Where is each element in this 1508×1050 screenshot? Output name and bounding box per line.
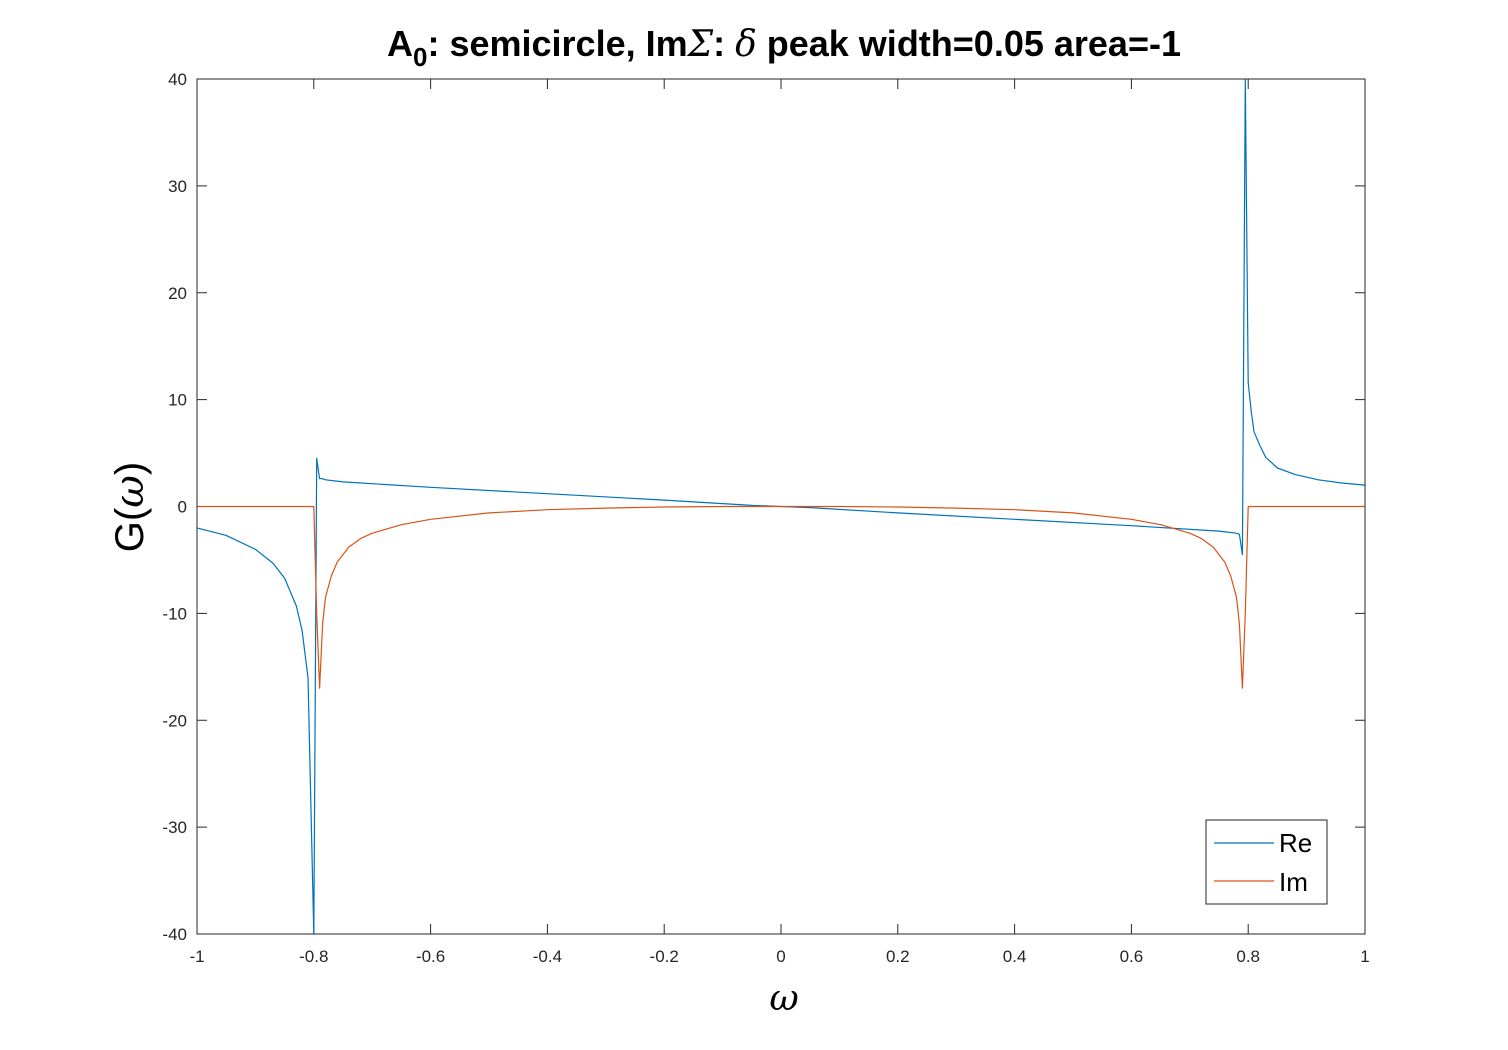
chart-title: A0: semicircle, ImΣ: δ peak width=0.05 a…	[387, 23, 1181, 72]
legend: Re Im	[1205, 819, 1328, 905]
x-tick-label: 0.4	[1003, 947, 1027, 966]
x-tick-label: 0.6	[1120, 947, 1144, 966]
legend-label-re: Re	[1279, 828, 1312, 858]
x-tick-label: -0.8	[299, 947, 328, 966]
x-tick-label: -1	[189, 947, 204, 966]
x-tick-label: -0.4	[533, 947, 562, 966]
y-tick-label: -10	[162, 604, 187, 623]
y-tick-label: 0	[178, 498, 187, 517]
y-tick-label: 20	[168, 284, 187, 303]
x-tick-label: -0.2	[650, 947, 679, 966]
x-tick-label: 1	[1360, 947, 1369, 966]
tick-layer: -1 -0.8 -0.6 -0.4 -0.2 0 0.2 0.4 0.6 0.8 1 -40 -30 -2…	[162, 70, 1369, 966]
x-tick-label: 0.2	[886, 947, 910, 966]
y-tick-label: -30	[162, 818, 187, 837]
y-tick-label: 30	[168, 177, 187, 196]
legend-box	[1205, 819, 1328, 905]
y-tick-label: 40	[168, 70, 187, 89]
y-tick-label: -40	[162, 925, 187, 944]
x-tick-label: 0	[776, 947, 785, 966]
x-tick-label: 0.8	[1236, 947, 1260, 966]
y-axis-label: G(ω)	[107, 462, 153, 552]
series-layer	[196, 78, 1366, 935]
plot-frame	[196, 78, 1366, 935]
x-axis-label: ω	[769, 978, 798, 1019]
legend-label-im: Im	[1279, 867, 1308, 897]
x-tick-label: -0.6	[416, 947, 445, 966]
y-tick-label: 10	[168, 391, 187, 410]
y-tick-label: -20	[162, 711, 187, 730]
series-line-im	[197, 505, 1365, 689]
